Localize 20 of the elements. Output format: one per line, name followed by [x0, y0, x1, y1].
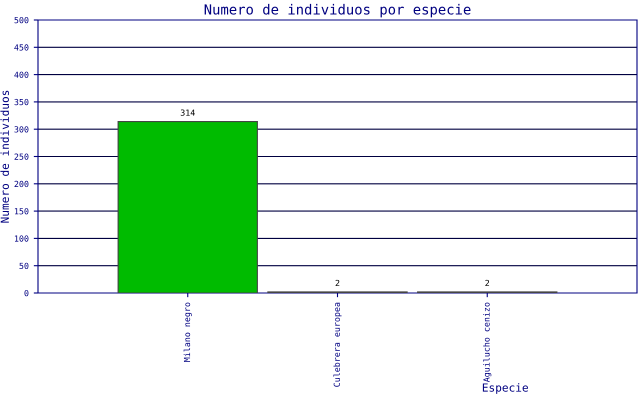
y-tick-label: 150	[14, 208, 28, 214]
y-tick-label: 350	[14, 98, 28, 106]
y-tick-label: 400	[14, 72, 28, 78]
x-tick-label: Milano negro	[184, 302, 192, 362]
x-axis-title: Especie	[482, 383, 528, 394]
y-tick-label: 100	[14, 235, 28, 242]
data-label: 314	[180, 109, 195, 116]
y-tick-label: 50	[20, 262, 28, 270]
y-tick-label: 450	[14, 44, 28, 51]
x-tick-label: Culebrera europea	[333, 302, 342, 387]
data-label: 2	[336, 280, 340, 286]
data-label: 2	[485, 280, 490, 286]
y-tick-label: 0	[24, 290, 28, 296]
x-tick-label: Aguilucho cenizo	[483, 302, 492, 382]
y-tick-label: 250	[14, 154, 28, 160]
y-tick-label: 200	[14, 180, 28, 188]
chart-title: Numero de individuos por especie	[204, 4, 470, 18]
y-axis-title: Numero de individuos	[0, 90, 9, 223]
y-tick-label: 500	[14, 17, 28, 24]
y-tick-label: 300	[14, 126, 28, 133]
